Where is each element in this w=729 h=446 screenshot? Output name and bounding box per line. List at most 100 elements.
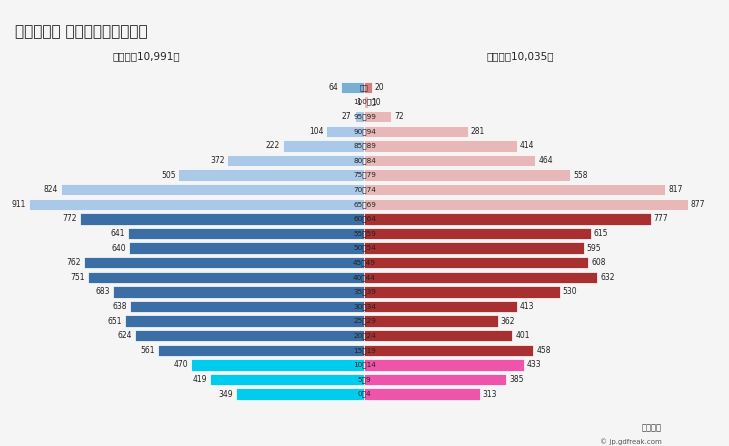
Bar <box>364 286 560 297</box>
Text: 458: 458 <box>536 346 550 355</box>
Text: 372: 372 <box>210 156 225 165</box>
Bar <box>130 301 364 312</box>
Bar <box>129 243 364 254</box>
Bar <box>210 374 364 385</box>
Text: 640: 640 <box>112 244 126 252</box>
Bar <box>364 140 517 152</box>
Text: 20: 20 <box>375 83 384 92</box>
Bar <box>29 198 365 210</box>
Text: 80～84: 80～84 <box>353 157 376 164</box>
Bar <box>236 388 364 400</box>
Text: 104: 104 <box>309 127 323 136</box>
Text: 777: 777 <box>654 215 668 223</box>
Text: © jp.gdfreak.com: © jp.gdfreak.com <box>600 438 662 445</box>
Text: 女性計：10,035人: 女性計：10,035人 <box>487 51 555 61</box>
Text: 401: 401 <box>515 331 530 340</box>
Text: 85～89: 85～89 <box>353 143 376 149</box>
Text: 349: 349 <box>219 390 233 399</box>
Bar <box>326 126 364 137</box>
Text: 595: 595 <box>587 244 601 252</box>
Bar <box>80 213 364 225</box>
Text: 419: 419 <box>192 375 207 384</box>
Bar <box>283 140 364 152</box>
Bar <box>364 315 498 327</box>
Text: 313: 313 <box>483 390 497 399</box>
Text: 751: 751 <box>71 273 85 282</box>
Bar <box>364 374 507 385</box>
Bar <box>364 126 468 137</box>
Bar <box>364 169 570 181</box>
Bar <box>364 243 584 254</box>
Text: 0～4: 0～4 <box>358 391 371 397</box>
Text: 433: 433 <box>527 360 542 369</box>
Bar <box>364 272 597 283</box>
Bar <box>354 111 364 123</box>
Text: 70～74: 70～74 <box>353 186 376 193</box>
Text: 10: 10 <box>371 98 381 107</box>
Text: 65～69: 65～69 <box>353 201 376 208</box>
Text: 632: 632 <box>600 273 615 282</box>
Text: 55～59: 55～59 <box>353 230 376 237</box>
Text: 45～49: 45～49 <box>353 260 376 266</box>
Text: 30～34: 30～34 <box>353 303 376 310</box>
Bar <box>364 111 391 123</box>
Text: 60～64: 60～64 <box>353 215 376 222</box>
Text: 20～24: 20～24 <box>353 332 376 339</box>
Bar <box>125 315 364 327</box>
Bar <box>364 359 524 371</box>
Text: 10～14: 10～14 <box>353 362 376 368</box>
Text: 27: 27 <box>342 112 351 121</box>
Text: 100歳～: 100歳～ <box>353 99 376 106</box>
Bar <box>135 330 364 341</box>
Text: 772: 772 <box>63 215 77 223</box>
Bar <box>364 198 687 210</box>
Text: 40～44: 40～44 <box>353 274 376 281</box>
Text: 1: 1 <box>356 98 361 107</box>
Text: 561: 561 <box>141 346 155 355</box>
Text: 50～54: 50～54 <box>353 245 376 252</box>
Text: 男性計：10,991人: 男性計：10,991人 <box>112 51 180 61</box>
Bar <box>341 82 364 93</box>
Text: 25～29: 25～29 <box>353 318 376 324</box>
Text: 470: 470 <box>174 360 188 369</box>
Text: 817: 817 <box>668 185 683 194</box>
Bar <box>364 228 591 239</box>
Text: 558: 558 <box>573 171 588 180</box>
Text: 不詳: 不詳 <box>360 84 369 91</box>
Bar <box>158 345 364 356</box>
Bar <box>84 257 364 268</box>
Bar <box>364 213 651 225</box>
Text: 683: 683 <box>95 287 110 297</box>
Bar <box>227 155 364 166</box>
Text: 5～9: 5～9 <box>358 376 371 383</box>
Bar <box>364 155 535 166</box>
Text: 413: 413 <box>520 302 534 311</box>
Text: 824: 824 <box>44 185 58 194</box>
Text: 222: 222 <box>265 141 280 150</box>
Bar <box>364 330 512 341</box>
Text: 90～94: 90～94 <box>353 128 376 135</box>
Text: 単位：人: 単位：人 <box>642 423 662 432</box>
Bar <box>88 272 364 283</box>
Text: 72: 72 <box>394 112 404 121</box>
Text: 615: 615 <box>594 229 609 238</box>
Text: 95～99: 95～99 <box>353 113 376 120</box>
Text: 505: 505 <box>161 171 176 180</box>
Text: 638: 638 <box>112 302 127 311</box>
Bar <box>192 359 364 371</box>
Bar <box>364 257 588 268</box>
Text: 762: 762 <box>66 258 81 267</box>
Bar <box>364 82 372 93</box>
Text: 651: 651 <box>107 317 122 326</box>
Bar <box>113 286 364 297</box>
Text: 464: 464 <box>538 156 553 165</box>
Text: ２０２０年 八千代町の人口構成: ２０２０年 八千代町の人口構成 <box>15 25 147 39</box>
Text: 641: 641 <box>111 229 125 238</box>
Text: 64: 64 <box>328 83 338 92</box>
Bar <box>364 345 533 356</box>
Bar <box>61 184 364 195</box>
Text: 608: 608 <box>591 258 606 267</box>
Text: 75～79: 75～79 <box>353 172 376 178</box>
Text: 15～19: 15～19 <box>353 347 376 354</box>
Text: 414: 414 <box>520 141 534 150</box>
